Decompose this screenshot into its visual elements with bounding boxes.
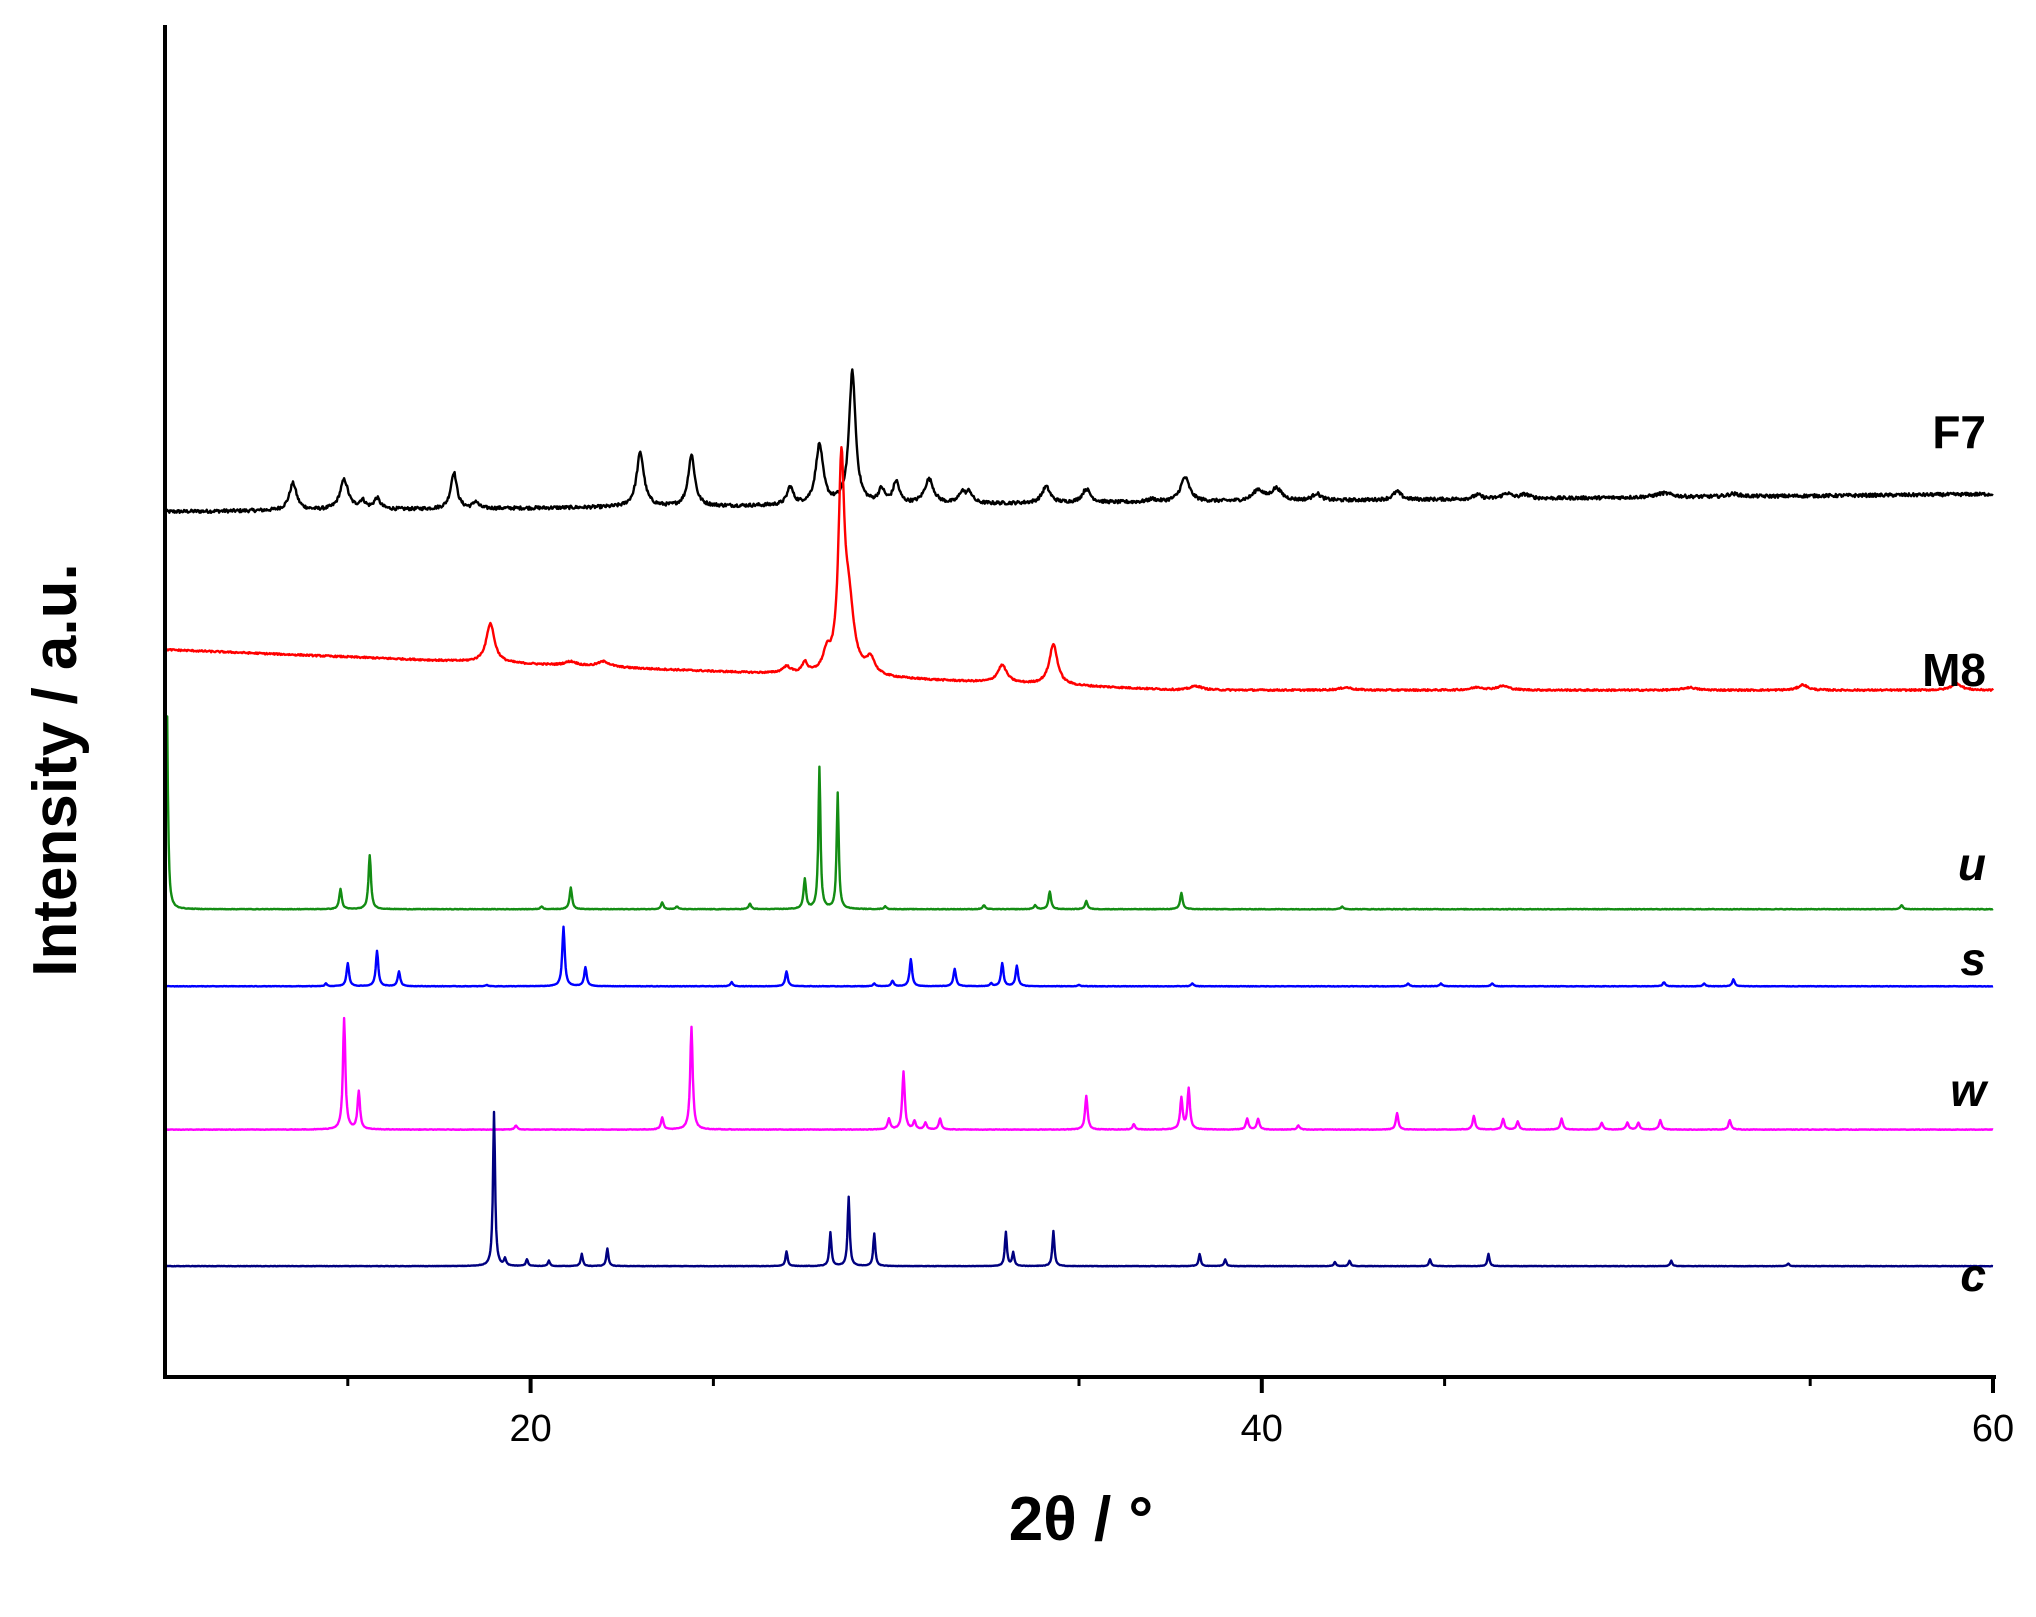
- series-line-F7: [163, 368, 1994, 514]
- series-line-M8: [164, 446, 1995, 693]
- x-ticks: 20 40 60: [346, 1377, 2014, 1450]
- axes: [163, 25, 1996, 1379]
- x-tick-label-20: 20: [509, 1408, 551, 1450]
- traces: [163, 368, 1995, 1268]
- series-line-u: [163, 715, 1994, 911]
- series-line-c: [164, 1110, 1994, 1268]
- y-axis-title: Intensity / a.u.: [21, 563, 90, 976]
- series-labels: F7 M8 us w c: [1922, 406, 1989, 1301]
- series-label-F7: F7: [1932, 406, 1986, 458]
- series-label-s: s: [1960, 933, 1986, 985]
- series-label-c: c: [1960, 1249, 1986, 1301]
- series-label-w: w: [1950, 1064, 1989, 1116]
- series-line-w: [164, 1016, 1994, 1132]
- series-label-M8: M8: [1922, 644, 1986, 696]
- series-label-u: u: [1958, 838, 1986, 890]
- x-axis-title: 2θ / °: [1009, 1485, 1153, 1554]
- x-tick-label-60: 60: [1972, 1408, 2014, 1450]
- x-tick-label-40: 40: [1241, 1408, 1283, 1450]
- series-line-s: [164, 925, 1994, 988]
